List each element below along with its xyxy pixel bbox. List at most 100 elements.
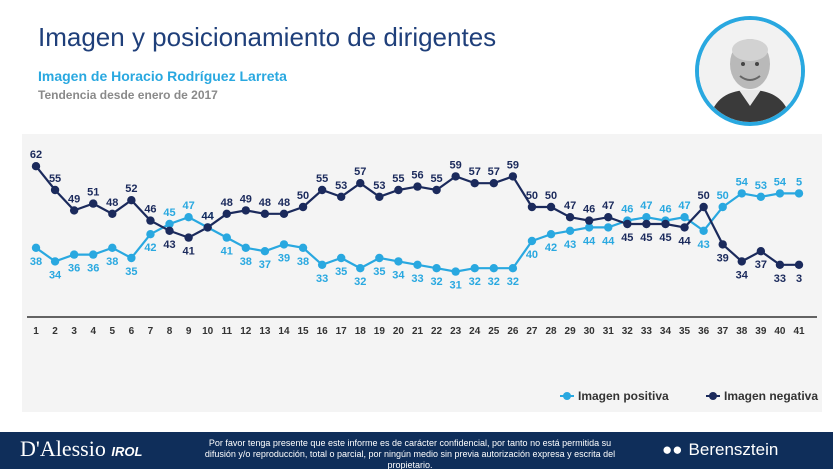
data-point [298,243,308,252]
data-label: 36 [87,263,99,275]
x-tick-label: 22 [431,326,443,337]
data-label: 32 [488,276,500,288]
data-label: 48 [106,197,118,209]
data-label: 38 [240,256,252,268]
data-point [413,260,422,269]
data-point [737,257,746,266]
data-label: 34 [49,269,62,281]
data-label: 44 [602,235,615,247]
data-label: 31 [450,280,462,292]
chart-period: Tendencia desde enero de 2017 [38,88,218,102]
data-point [337,192,346,201]
data-label: 48 [278,197,290,209]
x-tick-label: 32 [622,326,634,337]
data-point [165,219,174,229]
data-point [146,216,155,225]
data-label: 50 [545,190,557,202]
politician-photo [695,16,805,126]
data-point [413,182,422,191]
data-point [451,267,460,276]
data-label: 47 [182,200,194,212]
data-label: 43 [698,239,710,251]
data-label: 39 [278,252,290,264]
footer-bar: D'Alessio IROL Por favor tenga presente … [0,432,833,470]
data-label: 35 [335,266,347,278]
data-label: 55 [316,173,328,185]
data-label: 32 [507,276,519,288]
x-tick-label: 24 [469,326,481,337]
data-point [508,172,518,181]
x-tick-label: 15 [297,326,309,337]
page-title: Imagen y posicionamiento de dirigentes [38,22,497,52]
x-tick-label: 34 [660,326,672,337]
data-label: 38 [30,256,42,268]
x-tick-label: 23 [450,326,462,337]
x-tick-label: 5 [110,326,116,337]
data-point [756,247,766,256]
data-point [489,264,498,273]
data-point [108,209,117,218]
data-label: 56 [411,170,423,182]
data-label: 57 [469,166,481,178]
data-point [337,253,346,263]
data-point [642,213,651,222]
data-label: 45 [621,232,633,244]
x-tick-label: 25 [488,326,500,337]
data-label: 44 [583,235,596,247]
data-label: 35 [125,266,137,278]
x-tick-label: 20 [393,326,405,337]
x-tick-label: 33 [641,326,653,337]
data-label: 47 [640,200,652,212]
data-label: 55 [49,173,61,185]
legend-label: Imagen negativa [724,389,818,403]
data-label: 57 [354,166,366,178]
data-point [470,264,479,273]
data-point [565,226,575,235]
data-label: 43 [163,239,175,251]
data-point [146,230,155,239]
legend-swatch-marker [563,392,571,400]
data-point [642,219,651,229]
data-label: 44 [202,210,215,222]
data-label: 50 [698,190,710,202]
data-point [50,257,60,266]
data-point [69,250,79,259]
data-point [375,253,384,263]
data-label: 59 [450,159,462,171]
data-point [527,202,537,212]
x-tick-label: 8 [167,326,173,337]
data-label: 40 [526,249,538,261]
data-point [222,209,231,218]
x-tick-label: 28 [545,326,557,337]
x-tick-label: 38 [736,326,748,337]
data-label: 5 [796,176,802,188]
x-tick-label: 9 [186,326,192,337]
berensztein-logo-text: Berensztein [688,440,779,459]
x-tick-label: 18 [355,326,367,337]
data-point [794,189,804,198]
x-tick-label: 36 [698,326,710,337]
data-point [127,253,136,263]
data-point [775,260,785,269]
data-label: 32 [354,276,366,288]
data-point [222,233,231,242]
data-label: 34 [736,269,749,281]
data-label: 48 [221,197,233,209]
data-point [241,206,251,215]
data-label: 51 [87,187,99,199]
data-point [356,179,365,188]
data-point [50,185,60,195]
data-label: 59 [507,159,519,171]
legend-label: Imagen positiva [578,389,669,403]
data-point [108,243,117,252]
data-point [317,185,327,195]
data-label: 45 [163,207,175,219]
data-point [604,213,613,222]
data-label: 37 [259,259,271,271]
data-point [470,179,479,188]
data-label: 38 [297,256,309,268]
x-tick-label: 35 [679,326,691,337]
x-tick-label: 3 [71,326,77,337]
data-point [69,206,79,215]
chart-subtitle: Imagen de Horacio Rodríguez Larreta [38,68,287,84]
